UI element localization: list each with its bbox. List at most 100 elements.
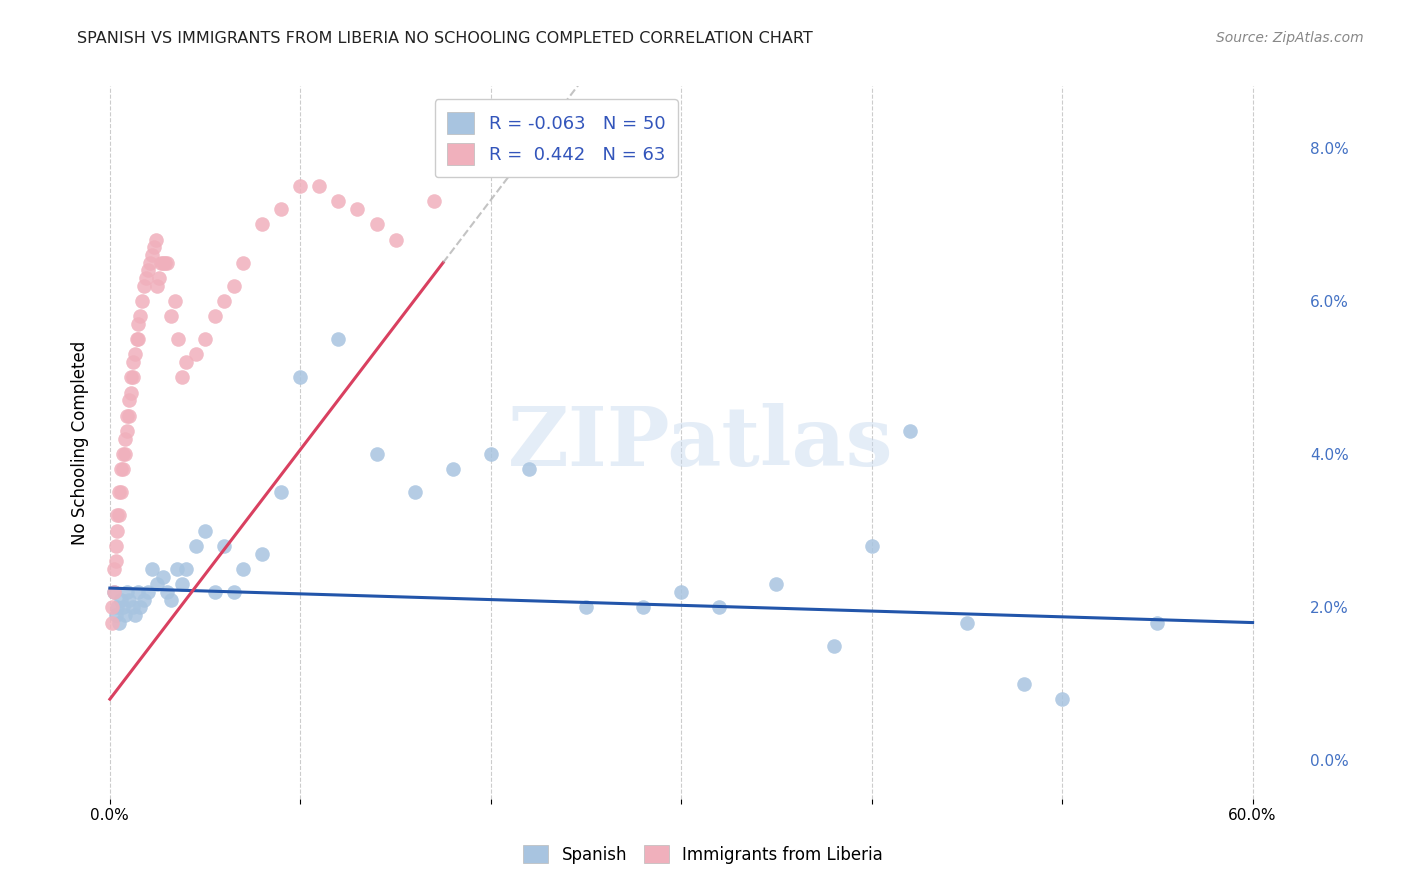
Point xyxy=(152,569,174,583)
Point xyxy=(159,309,181,323)
Point xyxy=(404,485,426,500)
Point xyxy=(167,332,190,346)
Point xyxy=(108,615,131,630)
Point xyxy=(1146,615,1168,630)
Point xyxy=(108,508,131,523)
Legend: R = -0.063   N = 50, R =  0.442   N = 63: R = -0.063 N = 50, R = 0.442 N = 63 xyxy=(434,99,678,178)
Point xyxy=(125,332,148,346)
Point xyxy=(103,585,125,599)
Point xyxy=(156,255,179,269)
Point xyxy=(134,278,156,293)
Point xyxy=(103,562,125,576)
Point xyxy=(153,255,176,269)
Point xyxy=(101,615,124,630)
Point xyxy=(328,332,350,346)
Point xyxy=(112,600,135,615)
Point xyxy=(172,577,194,591)
Point xyxy=(103,585,125,599)
Y-axis label: No Schooling Completed: No Schooling Completed xyxy=(72,341,89,545)
Point xyxy=(328,194,350,209)
Point xyxy=(823,639,845,653)
Point xyxy=(112,447,135,461)
Point xyxy=(118,592,141,607)
Point xyxy=(141,248,163,262)
Point xyxy=(112,462,135,476)
Point xyxy=(575,600,598,615)
Point xyxy=(120,385,142,400)
Point xyxy=(166,562,188,576)
Point xyxy=(129,600,152,615)
Text: ZIPatlas: ZIPatlas xyxy=(508,402,893,483)
Point xyxy=(222,278,245,293)
Point xyxy=(127,585,149,599)
Point xyxy=(108,485,131,500)
Text: Source: ZipAtlas.com: Source: ZipAtlas.com xyxy=(1216,31,1364,45)
Point xyxy=(146,278,169,293)
Point xyxy=(671,585,693,599)
Point xyxy=(107,524,129,538)
Point xyxy=(366,217,388,231)
Point xyxy=(184,347,207,361)
Point xyxy=(114,447,136,461)
Point xyxy=(212,293,235,308)
Point xyxy=(898,424,921,438)
Point xyxy=(1012,677,1035,691)
Point xyxy=(232,255,254,269)
Point xyxy=(118,409,141,423)
Point xyxy=(141,562,163,576)
Point xyxy=(184,539,207,553)
Point xyxy=(290,178,312,193)
Point xyxy=(222,585,245,599)
Point xyxy=(104,554,127,568)
Point xyxy=(270,485,292,500)
Point xyxy=(956,615,979,630)
Point xyxy=(114,607,136,622)
Point xyxy=(127,332,149,346)
Point xyxy=(118,393,141,408)
Point xyxy=(194,524,217,538)
Point xyxy=(115,409,138,423)
Point xyxy=(121,370,143,384)
Point xyxy=(101,600,124,615)
Point xyxy=(146,577,169,591)
Point xyxy=(136,263,159,277)
Point xyxy=(145,233,167,247)
Point xyxy=(135,271,157,285)
Point xyxy=(174,355,197,369)
Point xyxy=(121,355,143,369)
Point xyxy=(232,562,254,576)
Point xyxy=(441,462,464,476)
Point xyxy=(860,539,883,553)
Point xyxy=(290,370,312,384)
Point xyxy=(150,255,173,269)
Point xyxy=(104,539,127,553)
Point xyxy=(479,447,502,461)
Point xyxy=(127,317,149,331)
Point xyxy=(422,194,444,209)
Point xyxy=(308,178,330,193)
Point xyxy=(384,233,406,247)
Point xyxy=(104,607,127,622)
Point xyxy=(142,240,165,254)
Point xyxy=(156,585,179,599)
Point xyxy=(148,271,170,285)
Point xyxy=(174,562,197,576)
Text: SPANISH VS IMMIGRANTS FROM LIBERIA NO SCHOOLING COMPLETED CORRELATION CHART: SPANISH VS IMMIGRANTS FROM LIBERIA NO SC… xyxy=(77,31,813,46)
Point xyxy=(129,309,152,323)
Point xyxy=(136,585,159,599)
Point xyxy=(1050,692,1073,706)
Point xyxy=(120,370,142,384)
Point xyxy=(765,577,787,591)
Point xyxy=(709,600,731,615)
Point xyxy=(107,600,129,615)
Point xyxy=(194,332,217,346)
Point xyxy=(204,585,226,599)
Point xyxy=(124,607,146,622)
Point xyxy=(124,347,146,361)
Point xyxy=(366,447,388,461)
Point xyxy=(115,424,138,438)
Legend: Spanish, Immigrants from Liberia: Spanish, Immigrants from Liberia xyxy=(516,838,890,871)
Point xyxy=(159,592,181,607)
Point xyxy=(110,462,132,476)
Point xyxy=(252,547,274,561)
